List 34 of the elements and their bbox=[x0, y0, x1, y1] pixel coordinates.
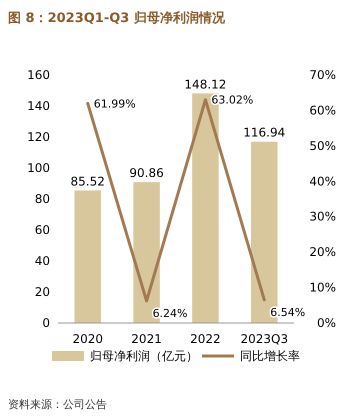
y-tick-label: 20 bbox=[34, 285, 50, 299]
y-tick-label: 60 bbox=[34, 223, 50, 237]
data-label: 85.52 bbox=[70, 174, 105, 188]
y2-tick-label: 50% bbox=[309, 138, 336, 153]
text: 资料来源：公司公告 bbox=[8, 398, 107, 411]
y-tick-label: 0 bbox=[42, 316, 50, 330]
data-label: 90.86 bbox=[129, 166, 164, 180]
y2-tick-label: 10% bbox=[309, 280, 336, 295]
data-label: 63.02% bbox=[211, 94, 254, 107]
data-label: 61.99% bbox=[94, 97, 136, 110]
data-label: 148.12 bbox=[184, 77, 226, 92]
legend-label: 同比增长率 bbox=[240, 349, 300, 363]
y2-tick-label: 40% bbox=[309, 174, 336, 188]
y-tick-label: 160 bbox=[27, 68, 50, 82]
chart-title: 图 8：2023Q1-Q3 归母净利润情况 bbox=[8, 10, 226, 26]
x-tick-label: 2023Q3 bbox=[240, 332, 288, 346]
bar bbox=[74, 190, 101, 323]
x-tick-label: 2021 bbox=[131, 332, 162, 346]
y-tick-label: 80 bbox=[34, 192, 50, 206]
y2-tick-label: 20% bbox=[309, 245, 336, 260]
data-label: 6.54% bbox=[270, 306, 306, 319]
data-label: 6.24% bbox=[152, 306, 188, 320]
y-tick-label: 100 bbox=[27, 161, 50, 175]
legend-label: 归母净利润（亿元） bbox=[90, 349, 198, 363]
y2-tick-label: 30% bbox=[309, 210, 336, 224]
y-tick-label: 120 bbox=[27, 130, 50, 144]
y2-tick-label: 60% bbox=[309, 103, 336, 118]
y2-tick-label: 0% bbox=[316, 316, 336, 330]
x-tick-label: 2020 bbox=[72, 332, 103, 346]
y2-tick-label: 70% bbox=[309, 68, 336, 82]
data-label: 116.94 bbox=[243, 126, 286, 140]
y-tick-label: 140 bbox=[27, 99, 50, 113]
y-tick-label: 40 bbox=[34, 254, 50, 268]
x-tick-label: 2022 bbox=[190, 332, 221, 346]
